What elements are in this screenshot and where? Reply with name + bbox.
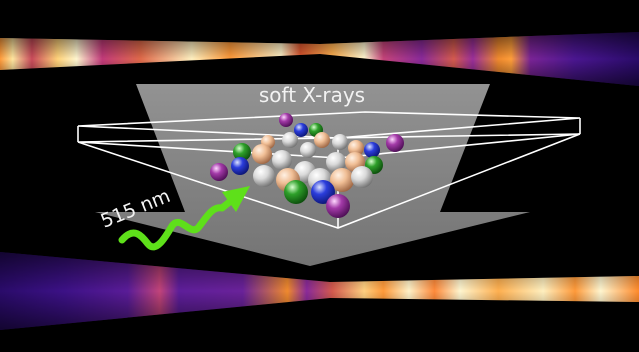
wavy-arrow-icon bbox=[118, 196, 236, 251]
top-spectrum bbox=[0, 32, 639, 86]
xray-label: soft X-rays bbox=[259, 83, 365, 107]
arrowhead-icon bbox=[222, 186, 250, 212]
laser-arrow bbox=[118, 186, 250, 251]
nanoparticle-cluster bbox=[210, 113, 404, 218]
bottom-spectrum bbox=[0, 252, 639, 330]
